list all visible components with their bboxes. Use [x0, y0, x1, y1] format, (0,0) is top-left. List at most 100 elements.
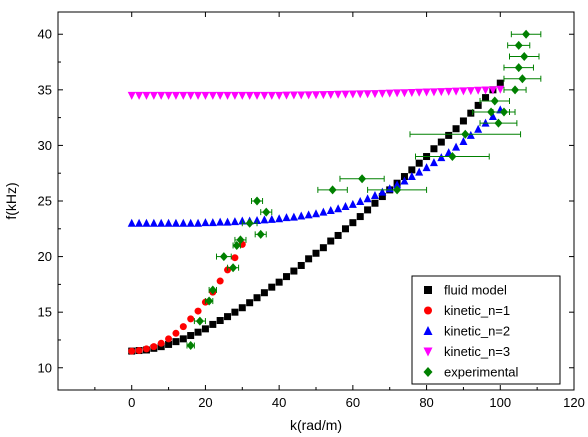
data-point — [407, 88, 416, 97]
legend: fluid model kinetic_n=1 kinetic_n=2kinetic… — [411, 275, 561, 385]
series-kinetic-n-2 — [127, 105, 505, 227]
data-point — [201, 91, 210, 100]
data-point — [349, 219, 357, 227]
data-point — [165, 335, 173, 343]
data-point — [142, 345, 150, 353]
data-point — [201, 325, 209, 333]
data-point — [490, 96, 499, 106]
data-point — [522, 29, 531, 39]
data-point — [171, 218, 180, 227]
data-point — [356, 90, 365, 99]
data-point — [312, 209, 320, 218]
data-point — [415, 159, 423, 167]
data-point — [127, 218, 136, 227]
data-point — [179, 91, 188, 100]
data-point — [422, 163, 431, 172]
legend-label: experimental — [444, 365, 519, 380]
data-point — [358, 174, 367, 184]
y-axis-title: f(kHz) — [3, 182, 19, 219]
x-tick-label: 0 — [128, 395, 135, 410]
legend-label: kinetic_n=2 — [444, 324, 510, 339]
data-point — [238, 304, 246, 312]
data-point — [378, 193, 386, 201]
data-point — [422, 88, 431, 97]
data-point — [231, 254, 239, 262]
x-axis-title: k(rad/m) — [290, 417, 342, 433]
data-point — [312, 91, 320, 100]
data-point — [474, 101, 482, 109]
y-tick-label: 10 — [38, 360, 52, 375]
data-point — [275, 214, 284, 223]
data-point — [260, 215, 269, 224]
data-point — [256, 229, 265, 239]
data-point — [430, 145, 438, 153]
data-point — [363, 90, 372, 99]
data-point — [334, 90, 343, 99]
data-point — [494, 118, 503, 128]
y-tick-label: 35 — [38, 82, 52, 97]
data-point — [328, 185, 337, 195]
data-point — [415, 167, 424, 176]
series-experimental — [186, 29, 542, 351]
data-point — [415, 88, 424, 97]
data-point — [260, 289, 268, 297]
data-point — [304, 210, 313, 219]
data-point — [283, 273, 291, 281]
data-point — [341, 225, 349, 233]
data-point — [514, 63, 523, 73]
data-point — [448, 152, 457, 162]
data-point — [474, 86, 483, 95]
data-point — [149, 218, 158, 227]
data-point — [253, 91, 262, 100]
data-point — [461, 129, 470, 139]
legend-marker — [424, 306, 432, 315]
data-point — [452, 142, 461, 151]
x-tick-label: 120 — [563, 395, 585, 410]
data-point — [194, 218, 203, 227]
data-point — [496, 79, 504, 87]
data-point — [219, 252, 228, 262]
data-point — [187, 332, 195, 340]
data-point — [496, 85, 505, 94]
data-point — [408, 166, 416, 174]
data-point — [407, 172, 416, 181]
data-point — [230, 91, 239, 100]
data-point — [437, 153, 446, 162]
data-point — [149, 91, 158, 100]
data-point — [260, 91, 269, 100]
data-point — [467, 109, 475, 117]
data-point — [297, 211, 306, 220]
x-tick-label: 20 — [198, 395, 212, 410]
data-point — [208, 91, 217, 100]
data-point — [267, 91, 276, 100]
data-point — [246, 299, 254, 307]
data-point — [393, 89, 402, 98]
data-point — [474, 124, 483, 133]
data-point — [282, 213, 291, 222]
data-point — [253, 294, 261, 302]
data-point — [238, 91, 247, 100]
data-point — [327, 237, 335, 245]
data-point — [268, 283, 276, 291]
data-point — [400, 176, 409, 185]
data-point — [429, 88, 438, 97]
data-point — [209, 320, 217, 328]
data-point — [445, 131, 453, 139]
data-point — [459, 117, 467, 125]
data-point — [385, 89, 394, 98]
x-tick-label: 40 — [272, 395, 286, 410]
data-point — [201, 218, 210, 227]
legend-marker — [424, 286, 432, 294]
data-point — [459, 137, 468, 146]
data-point — [179, 335, 187, 343]
axis-ticks: 0 20 40 60 80 100 120 10 15 20 25 30 35 40 — [38, 12, 585, 410]
data-point — [135, 91, 144, 100]
data-point — [245, 218, 254, 228]
data-point — [319, 244, 327, 252]
legend-marker — [423, 367, 433, 377]
data-point — [128, 347, 136, 355]
data-point — [290, 267, 298, 275]
data-point — [179, 323, 187, 331]
data-point — [205, 296, 214, 306]
data-point — [157, 339, 165, 347]
